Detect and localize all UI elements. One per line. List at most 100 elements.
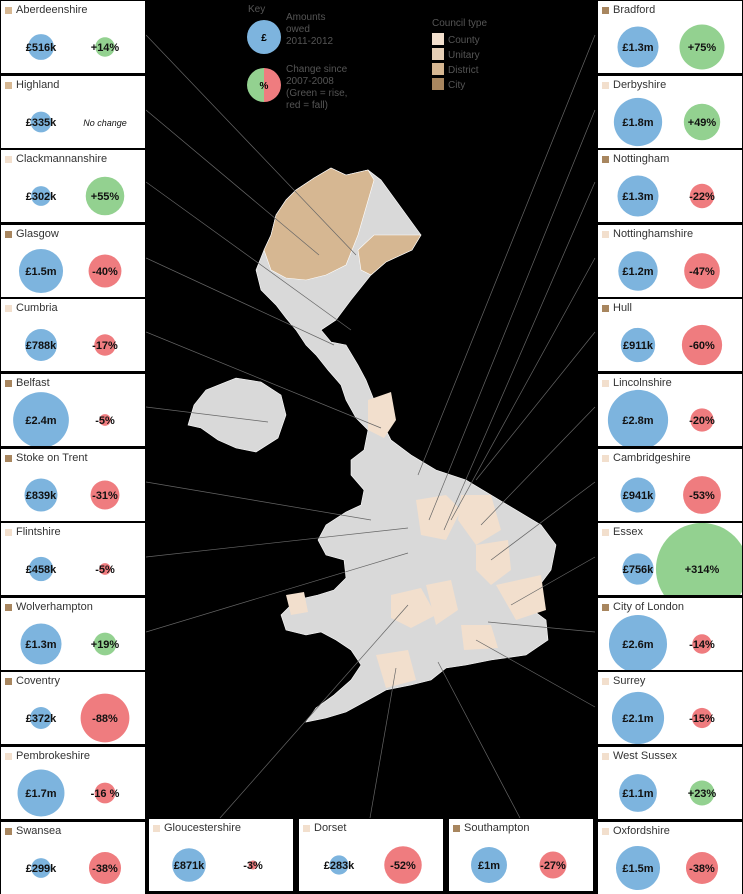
region-panel: City of London £2.6m -14% xyxy=(598,597,742,670)
region-name: Cambridgeshire xyxy=(613,451,691,464)
council-marker xyxy=(5,380,12,387)
change-circle xyxy=(94,782,116,804)
region-name: Hull xyxy=(613,302,632,315)
amount-label: £788k xyxy=(26,340,57,352)
region-panel: Highland £335k No change xyxy=(1,75,145,148)
council-type-label: County xyxy=(448,35,480,46)
county-region xyxy=(458,495,501,545)
panel-graphic: £302k +55% xyxy=(26,176,125,216)
region-name: Gloucestershire xyxy=(164,822,242,834)
highland-region xyxy=(263,167,375,281)
panel-graphic: £2.1m -15% xyxy=(611,692,715,745)
council-marker xyxy=(602,230,609,238)
council-marker xyxy=(602,380,609,387)
region-name: Wolverhampton xyxy=(16,600,93,613)
leader-line xyxy=(443,181,596,531)
leader-line xyxy=(146,481,372,521)
council-type-label: District xyxy=(448,65,479,76)
amount-circle xyxy=(622,553,654,585)
amount-label: £1.5m xyxy=(622,863,653,875)
key-change-text: 2007-2008 xyxy=(286,76,334,87)
panel-graphic: £1.5m -38% xyxy=(615,845,719,890)
region-panel: Gloucestershire £871k -3% xyxy=(149,819,293,891)
change-circle xyxy=(655,523,742,596)
county-region xyxy=(496,575,546,620)
region-panel: Cambridgeshire £941k -53% xyxy=(598,448,742,521)
leader-line xyxy=(146,34,357,256)
amount-label: £1.3m xyxy=(622,191,653,203)
region-panel: Belfast £2.4m -5% xyxy=(1,374,145,446)
amount-label: £1.1m xyxy=(622,788,653,800)
region-panel: Aberdeenshire £516k +14% xyxy=(1,1,145,73)
leader-line xyxy=(146,527,409,558)
council-marker xyxy=(602,7,609,14)
key-rise-half xyxy=(247,68,264,102)
amount-circle xyxy=(24,478,58,512)
leader-line xyxy=(219,604,409,819)
change-circle xyxy=(689,183,715,209)
county-region xyxy=(416,495,461,540)
amount-circle xyxy=(620,328,656,363)
panel-graphic: £756k +314% xyxy=(622,523,742,596)
change-label: +75% xyxy=(688,42,717,54)
change-label: -38% xyxy=(92,863,118,875)
council-type-label: City xyxy=(448,80,465,91)
change-label: -3% xyxy=(243,860,263,872)
amount-circle xyxy=(329,855,349,875)
amount-label: £1.2m xyxy=(622,266,653,278)
change-label: -5% xyxy=(95,415,115,427)
amount-circle xyxy=(618,251,658,291)
amount-circle xyxy=(615,845,661,890)
council-marker xyxy=(602,753,609,760)
key-change-text: (Green = rise, xyxy=(286,88,347,99)
region-name: Highland xyxy=(16,78,60,91)
amount-circle xyxy=(20,623,62,665)
change-label: +314% xyxy=(685,564,720,576)
region-panel: Stoke on Trent £839k -31% xyxy=(1,448,145,521)
change-circle xyxy=(248,860,258,870)
region-panel: Surrey £2.1m -15% xyxy=(598,672,742,745)
key-amount-circle xyxy=(247,20,281,54)
amount-label: £1.7m xyxy=(25,788,56,800)
leader-line xyxy=(487,621,596,633)
change-label: +49% xyxy=(688,117,717,129)
panel-graphic: £1.1m +23% xyxy=(619,774,716,812)
panel-graphic: £788k -17% xyxy=(25,329,118,362)
region-panel: Glasgow £1.5m -40% xyxy=(1,224,145,297)
leader-line xyxy=(475,639,596,708)
region-name: City of London xyxy=(613,600,684,613)
council-marker xyxy=(602,156,609,164)
amount-label: £458k xyxy=(26,564,57,576)
amount-circle xyxy=(25,329,57,362)
leader-line xyxy=(428,109,596,521)
change-circle xyxy=(80,694,130,743)
region-panel: Lincolnshire £2.8m -20% xyxy=(598,374,742,446)
panel-graphic: £1.7m -16 % xyxy=(17,769,120,817)
region-name: Dorset xyxy=(314,822,347,834)
region-panel: Hull £911k -60% xyxy=(598,299,742,372)
council-marker xyxy=(5,305,12,313)
change-label: -27% xyxy=(540,860,566,872)
amount-circle xyxy=(620,477,656,513)
region-name: Essex xyxy=(613,526,643,539)
region-panel: Clackmannanshire £302k +55% xyxy=(1,150,145,223)
leader-line xyxy=(450,257,596,521)
amount-label: £283k xyxy=(324,860,355,872)
amount-circle xyxy=(28,34,54,60)
region-name: Swansea xyxy=(16,824,62,837)
change-circle xyxy=(683,103,721,140)
change-circle xyxy=(681,325,723,366)
amount-circle xyxy=(608,614,668,670)
council-marker xyxy=(602,678,609,686)
change-label: -40% xyxy=(92,266,118,278)
change-circle xyxy=(88,851,122,884)
council-type-title: Council type xyxy=(432,18,487,29)
panel-graphic: £941k -53% xyxy=(620,475,721,514)
leader-line xyxy=(146,109,320,256)
region-name: Flintshire xyxy=(16,526,61,539)
region-name: Stoke on Trent xyxy=(16,451,88,464)
council-marker xyxy=(5,753,12,760)
amount-label: £302k xyxy=(26,191,57,203)
change-circle xyxy=(539,851,567,879)
change-label: +14% xyxy=(91,42,120,54)
